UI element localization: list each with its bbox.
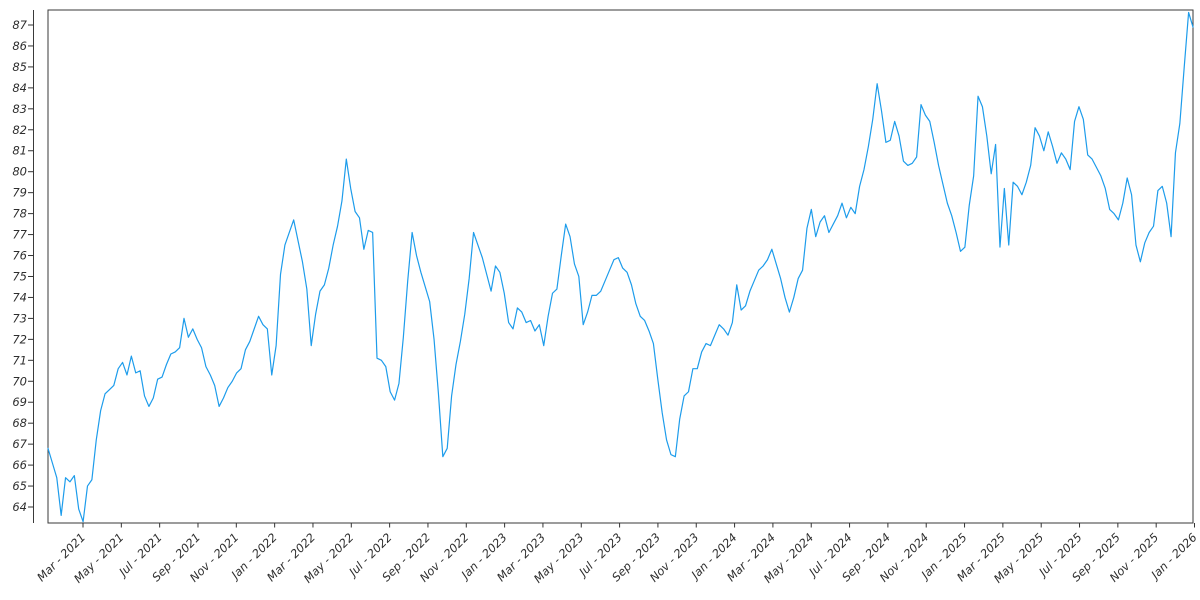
y-axis-tick-labels: 64 65 66 67 68 69 70 71 72 73 74 75 76 77 78 79 80 81 82 83… (12, 18, 27, 514)
y-tick-label: 80 (12, 165, 27, 179)
y-tick-label: 86 (12, 39, 27, 53)
y-tick-label: 74 (12, 290, 27, 304)
y-tick-label: 76 (12, 249, 27, 263)
price-line-series (47, 11, 1194, 523)
y-tick-label: 83 (12, 102, 27, 116)
axes-layer (28, 9, 1196, 528)
y-tick-label: 70 (12, 374, 27, 388)
y-tick-label: 73 (12, 311, 27, 325)
plot-area-frame (47, 9, 1194, 524)
y-tick-label: 68 (12, 416, 27, 430)
y-tick-label: 77 (12, 228, 27, 242)
y-tick-label: 67 (12, 437, 27, 451)
y-tick-label: 69 (12, 395, 27, 409)
y-tick-label: 71 (12, 353, 27, 367)
y-tick-label: 82 (12, 123, 27, 137)
y-tick-label: 78 (12, 207, 27, 221)
y-tick-label: 72 (12, 332, 27, 346)
y-tick-label: 75 (12, 269, 27, 283)
y-tick-label: 66 (12, 458, 27, 472)
y-tick-label: 79 (12, 186, 27, 200)
y-tick-label: 65 (12, 479, 27, 493)
y-tick-label: 84 (12, 81, 27, 95)
y-tick-label: 85 (12, 60, 27, 74)
series-layer (47, 11, 1194, 523)
y-tick-label: 81 (12, 144, 27, 158)
y-tick-label: 64 (12, 500, 27, 514)
y-tick-label: 87 (12, 18, 27, 32)
